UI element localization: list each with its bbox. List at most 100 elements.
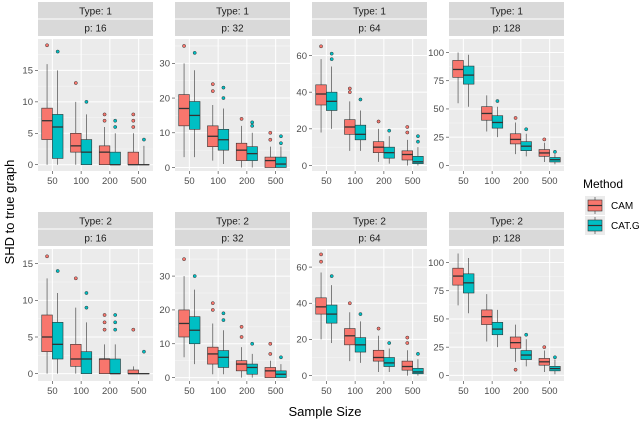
outlier-point bbox=[113, 320, 118, 325]
box-body bbox=[264, 367, 276, 378]
outlier-point bbox=[329, 57, 334, 62]
y-tick-label: 25 bbox=[433, 132, 444, 143]
strip-label-type: Type: 2 bbox=[79, 217, 112, 228]
outlier-point bbox=[102, 118, 107, 123]
x-tick-label: 50 bbox=[321, 386, 332, 397]
box-body bbox=[354, 124, 367, 141]
outlier-point bbox=[347, 86, 352, 91]
box-catg-500 bbox=[412, 352, 424, 376]
legend-entry-catg: CAT.G bbox=[585, 216, 640, 235]
y-tick-label: 0 bbox=[439, 371, 444, 382]
x-tick-label: 100 bbox=[73, 176, 89, 187]
outlier-point bbox=[513, 367, 518, 372]
outlier-point bbox=[347, 90, 352, 95]
box-body bbox=[109, 151, 121, 166]
y-tick-label: 20 bbox=[296, 124, 307, 135]
y-tick-label: 0 bbox=[28, 369, 33, 380]
outlier-point bbox=[221, 311, 226, 316]
box-catg-200 bbox=[246, 341, 258, 378]
x-tick-label: 50 bbox=[321, 176, 332, 187]
y-tick-label: 10 bbox=[22, 97, 33, 108]
facet-panel: Type: 1 p: 16 0 5 10 15 50 100 200 500 bbox=[22, 2, 153, 187]
y-tick-label: 50 bbox=[433, 104, 444, 115]
outlier-point bbox=[113, 118, 118, 123]
outlier-point bbox=[319, 259, 323, 264]
x-tick-label: 200 bbox=[376, 176, 392, 187]
box-cam-50 bbox=[41, 43, 53, 165]
outlier-point bbox=[524, 332, 529, 337]
y-tick-label: 30 bbox=[159, 59, 170, 70]
box-body bbox=[275, 156, 287, 168]
box-body bbox=[98, 145, 111, 166]
outlier-point bbox=[84, 100, 89, 104]
y-tick-label: 75 bbox=[433, 76, 444, 87]
strip-label-type: Type: 1 bbox=[490, 7, 523, 18]
box-cam-500 bbox=[538, 345, 550, 372]
outlier-point bbox=[358, 312, 363, 316]
box-catg-200 bbox=[520, 332, 532, 367]
x-tick-label: 50 bbox=[47, 176, 58, 187]
y-tick-label: 100 bbox=[428, 258, 444, 269]
outlier-point bbox=[405, 130, 410, 135]
y-tick-label: 20 bbox=[296, 335, 307, 346]
outlier-point bbox=[131, 125, 136, 129]
x-tick-label: 100 bbox=[210, 386, 226, 397]
box-catg-500 bbox=[549, 149, 561, 165]
y-tick-label: 25 bbox=[433, 342, 444, 353]
x-tick-label: 200 bbox=[102, 386, 118, 397]
box-catg-200 bbox=[383, 128, 395, 164]
outlier-point bbox=[319, 252, 323, 257]
box-cam-100 bbox=[481, 294, 493, 342]
box-cam-100 bbox=[481, 95, 493, 132]
strip-label-type: Type: 2 bbox=[490, 217, 523, 228]
x-tick-label: 500 bbox=[268, 176, 284, 187]
y-tick-label: 50 bbox=[433, 314, 444, 325]
legend-entry-cam: CAM bbox=[585, 196, 633, 215]
outlier-point bbox=[113, 125, 118, 129]
box-body bbox=[401, 150, 413, 161]
box-catg-500 bbox=[138, 137, 150, 166]
outlier-point bbox=[347, 301, 352, 306]
outlier-point bbox=[553, 355, 557, 360]
outlier-point bbox=[55, 269, 60, 273]
outlier-point bbox=[239, 117, 244, 121]
outlier-point bbox=[45, 43, 49, 48]
y-tick-label: 30 bbox=[159, 271, 170, 282]
plot-background bbox=[175, 249, 290, 381]
outlier-point bbox=[239, 324, 244, 329]
y-tick-label: 10 bbox=[159, 339, 170, 350]
y-tick-label: 40 bbox=[296, 299, 307, 310]
x-tick-label: 500 bbox=[131, 176, 147, 187]
facet-panel: Type: 2 p: 128 0 25 50 75 100 50 100 200 500 bbox=[428, 212, 564, 397]
facet-panel: Type: 1 p: 32 0 10 20 30 50 100 200 500 bbox=[159, 2, 290, 187]
x-tick-label: 500 bbox=[268, 386, 284, 397]
box-body bbox=[372, 349, 385, 362]
x-tick-label: 100 bbox=[484, 176, 500, 187]
box-body bbox=[98, 358, 111, 374]
box-catg-100 bbox=[217, 85, 230, 165]
outlier-point bbox=[84, 291, 89, 295]
outlier-point bbox=[210, 308, 215, 312]
box-catg-200 bbox=[520, 127, 532, 157]
box-cam-200 bbox=[509, 116, 522, 155]
outlier-point bbox=[192, 51, 197, 55]
outlier-point bbox=[250, 341, 255, 346]
strip-label-p: p: 32 bbox=[221, 234, 244, 245]
facet-panel: Type: 1 p: 64 0 20 40 60 50 100 200 500 bbox=[296, 2, 427, 187]
y-tick-label: 60 bbox=[296, 51, 307, 62]
outlier-point bbox=[102, 313, 107, 317]
y-tick-label: 0 bbox=[439, 161, 444, 172]
box-body bbox=[52, 114, 64, 159]
outlier-point bbox=[221, 318, 226, 322]
box-body bbox=[70, 132, 82, 153]
box-cam-500 bbox=[264, 130, 276, 168]
box-catg-100 bbox=[80, 291, 93, 374]
outlier-point bbox=[268, 137, 273, 142]
strip-label-type: Type: 1 bbox=[216, 7, 249, 18]
outlier-point bbox=[210, 89, 215, 93]
outlier-point bbox=[250, 120, 255, 125]
x-tick-label: 500 bbox=[542, 386, 558, 397]
outlier-point bbox=[513, 116, 518, 120]
facet-panel: Type: 1 p: 128 0 25 50 75 100 50 100 200 500 bbox=[428, 2, 564, 187]
